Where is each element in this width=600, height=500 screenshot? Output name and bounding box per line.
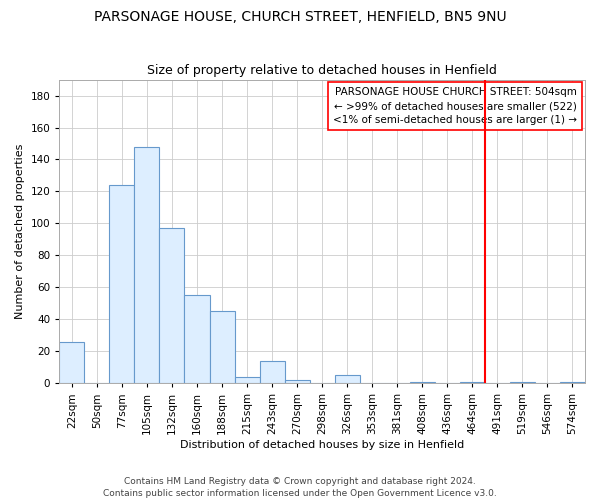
Y-axis label: Number of detached properties: Number of detached properties — [15, 144, 25, 319]
Bar — [235, 377, 260, 384]
Bar — [335, 376, 360, 384]
Bar — [284, 380, 310, 384]
Text: PARSONAGE HOUSE, CHURCH STREET, HENFIELD, BN5 9NU: PARSONAGE HOUSE, CHURCH STREET, HENFIELD… — [94, 10, 506, 24]
Bar — [260, 361, 284, 384]
Bar — [410, 382, 435, 384]
Bar — [209, 312, 235, 384]
X-axis label: Distribution of detached houses by size in Henfield: Distribution of detached houses by size … — [180, 440, 464, 450]
Bar — [134, 146, 160, 384]
Bar — [109, 185, 134, 384]
Title: Size of property relative to detached houses in Henfield: Size of property relative to detached ho… — [147, 64, 497, 77]
Bar — [460, 382, 485, 384]
Bar — [560, 382, 585, 384]
Bar — [510, 382, 535, 384]
Bar — [184, 296, 209, 384]
Bar — [59, 342, 85, 384]
Text: Contains HM Land Registry data © Crown copyright and database right 2024.
Contai: Contains HM Land Registry data © Crown c… — [103, 476, 497, 498]
Bar — [160, 228, 184, 384]
Text: PARSONAGE HOUSE CHURCH STREET: 504sqm
← >99% of detached houses are smaller (522: PARSONAGE HOUSE CHURCH STREET: 504sqm ← … — [333, 87, 577, 125]
